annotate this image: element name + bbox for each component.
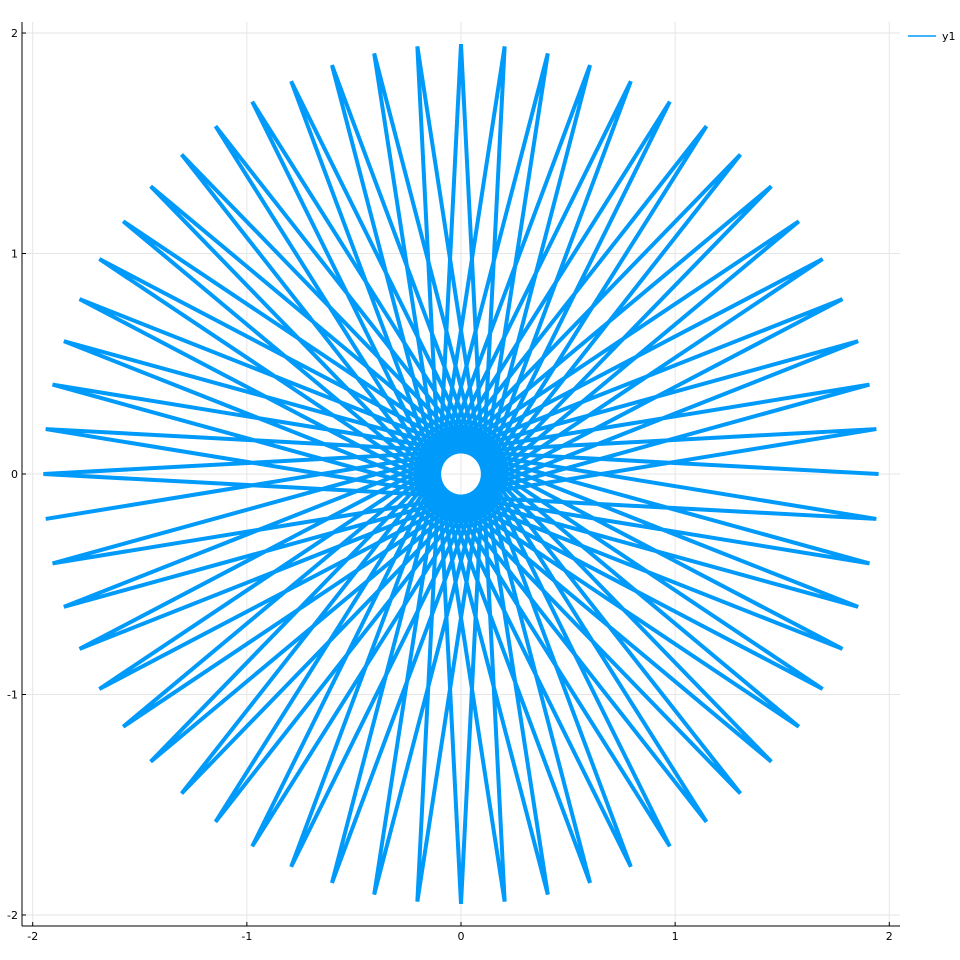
x-tick-label: -2 <box>27 930 38 943</box>
x-ticks: -2 -1 0 1 2 <box>27 922 893 943</box>
y-tick-label: 2 <box>11 27 18 40</box>
x-tick-label: 1 <box>672 930 679 943</box>
y-ticks: -2 -1 0 1 2 <box>7 27 26 922</box>
y-tick-label: -2 <box>7 909 18 922</box>
x-tick-label: 2 <box>886 930 893 943</box>
y-tick-label: 1 <box>11 248 18 261</box>
legend-label: y1 <box>942 30 956 43</box>
x-tick-label: -1 <box>241 930 252 943</box>
plot-area <box>43 43 879 905</box>
y-tick-label: 0 <box>11 468 18 481</box>
x-tick-label: 0 <box>458 930 465 943</box>
series-line-y1 <box>43 43 879 905</box>
legend: y1 <box>908 30 956 43</box>
y-tick-label: -1 <box>7 688 18 701</box>
